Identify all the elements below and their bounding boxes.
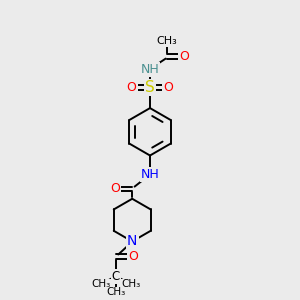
Text: O: O [110, 182, 120, 196]
Text: CH₃: CH₃ [122, 279, 141, 290]
Text: O: O [127, 81, 136, 94]
Text: NH: NH [141, 168, 159, 181]
Text: CH₃: CH₃ [91, 279, 110, 290]
Text: C: C [112, 270, 120, 283]
Text: S: S [145, 80, 155, 95]
Text: CH₃: CH₃ [106, 287, 125, 297]
Text: O: O [164, 81, 173, 94]
Text: N: N [127, 235, 137, 248]
Text: O: O [128, 250, 138, 263]
Text: O: O [179, 50, 189, 63]
Text: NH: NH [141, 63, 159, 76]
Text: CH₃: CH₃ [157, 36, 178, 46]
